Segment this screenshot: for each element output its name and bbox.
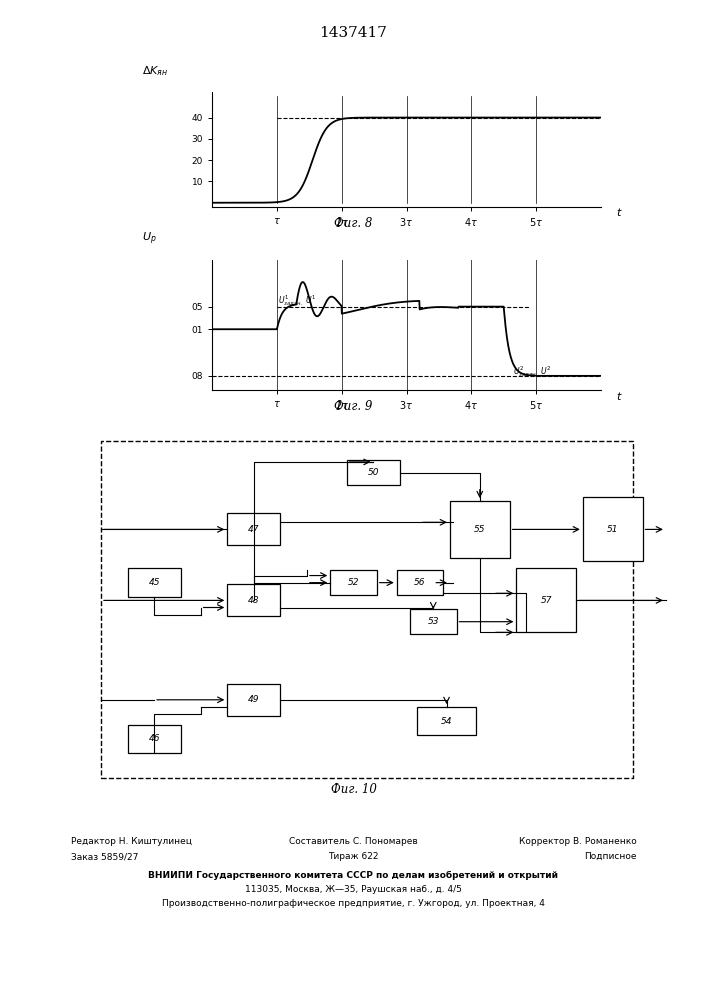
Text: Составитель С. Пономарев: Составитель С. Пономарев xyxy=(289,837,418,846)
Text: 55: 55 xyxy=(474,525,486,534)
Text: t: t xyxy=(617,208,621,218)
Text: Тираж 622: Тираж 622 xyxy=(328,852,379,861)
Bar xyxy=(127,725,181,753)
Bar xyxy=(227,513,281,545)
Text: Корректор В. Романенко: Корректор В. Романенко xyxy=(518,837,636,846)
Text: 57: 57 xyxy=(540,596,552,605)
Bar xyxy=(347,460,400,485)
Text: Фиг. 9: Фиг. 9 xyxy=(334,400,373,413)
Text: $U^2_{задан.}$ $U^2$: $U^2_{задан.}$ $U^2$ xyxy=(513,364,552,379)
Text: $\Delta K_{ян}$: $\Delta K_{ян}$ xyxy=(142,64,168,78)
Bar xyxy=(516,568,576,632)
Bar xyxy=(227,684,281,716)
Text: ВНИИПИ Государственного комитета СССР по делам изобретений и открытий: ВНИИПИ Государственного комитета СССР по… xyxy=(148,871,559,880)
Text: 52: 52 xyxy=(348,578,359,587)
Text: 50: 50 xyxy=(368,468,379,477)
Text: 49: 49 xyxy=(248,695,259,704)
Text: 46: 46 xyxy=(148,734,160,743)
Text: Редактор Н. Киштулинец: Редактор Н. Киштулинец xyxy=(71,837,192,846)
Bar xyxy=(410,609,457,634)
Text: 48: 48 xyxy=(248,596,259,605)
Text: 1437417: 1437417 xyxy=(320,26,387,40)
Text: 113035, Москва, Ж—35, Раушская наб., д. 4/5: 113035, Москва, Ж—35, Раушская наб., д. … xyxy=(245,885,462,894)
Text: 51: 51 xyxy=(607,525,619,534)
Text: Производственно-полиграфическое предприятие, г. Ужгород, ул. Проектная, 4: Производственно-полиграфическое предприя… xyxy=(162,899,545,908)
Text: 47: 47 xyxy=(248,525,259,534)
Text: 53: 53 xyxy=(428,617,439,626)
Text: Заказ 5859/27: Заказ 5859/27 xyxy=(71,852,138,861)
Bar xyxy=(330,570,377,595)
Text: 54: 54 xyxy=(440,717,452,726)
Bar xyxy=(397,570,443,595)
Text: 56: 56 xyxy=(414,578,426,587)
Text: Фиг. 10: Фиг. 10 xyxy=(331,783,376,796)
Bar xyxy=(583,497,643,561)
Bar xyxy=(416,707,477,735)
Text: $U_p$: $U_p$ xyxy=(142,231,157,247)
Bar xyxy=(227,584,281,616)
Text: 45: 45 xyxy=(148,578,160,587)
Bar xyxy=(450,501,510,558)
Text: Фиг. 8: Фиг. 8 xyxy=(334,217,373,230)
Bar xyxy=(127,568,181,597)
Text: t: t xyxy=(617,392,621,402)
Text: Подписное: Подписное xyxy=(584,852,636,861)
Text: $U^1_{задан.}$ $U^1$: $U^1_{задан.}$ $U^1$ xyxy=(279,293,317,308)
